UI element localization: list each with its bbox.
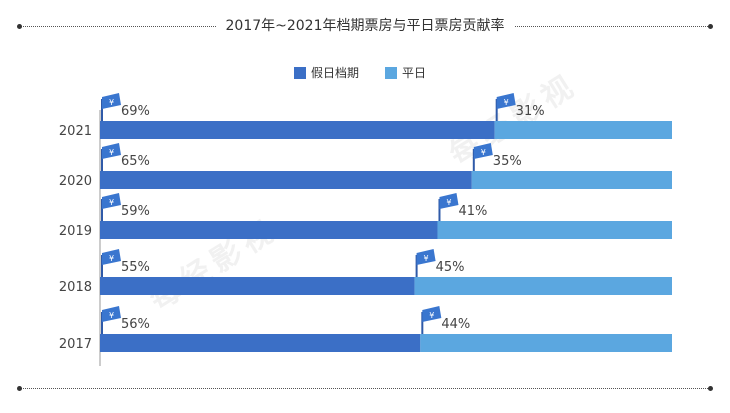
y-tick-label-2021: 2021 <box>59 124 92 139</box>
top-right-dot <box>708 24 713 29</box>
ticket-flag-icon: ¥ <box>495 93 516 121</box>
svg-text:¥: ¥ <box>109 148 114 157</box>
svg-text:¥: ¥ <box>424 254 429 263</box>
bar-2019-0 <box>100 221 438 239</box>
svg-text:¥: ¥ <box>109 254 114 263</box>
legend-label-0: 假日档期 <box>311 66 359 80</box>
bottom-left-dot <box>17 386 22 391</box>
chart-title: 2017年~2021年档期票房与平日票房贡献率 <box>0 15 730 35</box>
y-tick-label-2018: 2018 <box>59 280 92 295</box>
bar-2020-1 <box>471 171 672 189</box>
ticket-flag-icon: ¥ <box>101 193 121 221</box>
bar-2019-1 <box>437 221 672 239</box>
data-label-2018-1: 45% <box>436 260 465 275</box>
ticket-flag-icon: ¥ <box>101 143 121 171</box>
data-label-2020-1: 35% <box>493 154 522 169</box>
legend-swatch-0 <box>294 67 306 79</box>
bottom-right-dot <box>708 386 713 391</box>
ticket-flag-icon: ¥ <box>472 143 493 171</box>
data-label-2021-0: 69% <box>121 104 150 119</box>
svg-text:¥: ¥ <box>109 198 114 207</box>
bar-2018-1 <box>414 277 672 295</box>
data-label-2021-1: 31% <box>516 104 545 119</box>
svg-text:¥: ¥ <box>429 311 434 320</box>
bar-2017-0 <box>100 334 421 352</box>
ticket-flag-icon: ¥ <box>101 249 121 277</box>
bar-2021-1 <box>494 121 672 139</box>
legend-label-1: 平日 <box>402 66 426 80</box>
ticket-flag-icon: ¥ <box>101 93 121 121</box>
top-left-dot <box>17 24 22 29</box>
svg-text:¥: ¥ <box>481 148 486 157</box>
svg-text:¥: ¥ <box>504 98 509 107</box>
data-label-2019-0: 59% <box>121 204 150 219</box>
bar-2018-0 <box>100 277 415 295</box>
data-label-2018-0: 55% <box>121 260 150 275</box>
data-label-2017-0: 56% <box>121 317 150 332</box>
data-label-2020-0: 65% <box>121 154 150 169</box>
svg-text:¥: ¥ <box>109 311 114 320</box>
bottom-dotted-divider <box>20 388 710 389</box>
y-tick-label-2020: 2020 <box>59 174 92 189</box>
ticket-flag-icon: ¥ <box>438 193 459 221</box>
bar-2017-1 <box>420 334 672 352</box>
data-label-2017-1: 44% <box>441 317 470 332</box>
ticket-flag-icon: ¥ <box>101 306 121 334</box>
y-tick-label-2019: 2019 <box>59 224 92 239</box>
svg-text:¥: ¥ <box>109 98 114 107</box>
y-tick-label-2017: 2017 <box>59 337 92 352</box>
bar-2020-0 <box>100 171 472 189</box>
data-label-2019-1: 41% <box>458 204 487 219</box>
bar-2021-0 <box>100 121 495 139</box>
ticket-flag-icon: ¥ <box>421 306 442 334</box>
legend-swatch-1 <box>385 67 397 79</box>
ticket-flag-icon: ¥ <box>415 249 436 277</box>
svg-text:¥: ¥ <box>446 198 451 207</box>
